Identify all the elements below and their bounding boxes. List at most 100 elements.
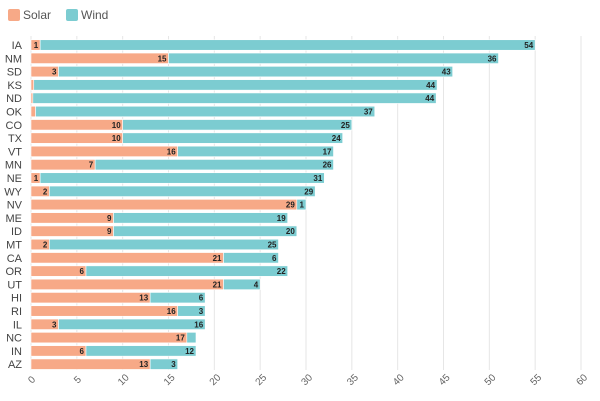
bar-solar-nm <box>30 52 169 64</box>
category-label: OK <box>6 107 23 119</box>
data-label-wind-or: 22 <box>277 267 286 276</box>
bar-wind-nc <box>186 332 197 344</box>
bar-solar-co <box>30 119 123 131</box>
x-tick-label: 15 <box>162 372 178 388</box>
data-label-solar-mn: 7 <box>89 161 94 170</box>
bar-wind-ca <box>223 252 279 264</box>
data-label-wind-id: 20 <box>286 227 295 236</box>
bar-solar-tx <box>30 132 123 144</box>
bar-solar-or <box>30 265 87 277</box>
data-label-wind-sd: 43 <box>442 68 451 77</box>
category-label: HI <box>11 293 22 305</box>
bar-solar-ca <box>30 252 224 264</box>
bar-wind-ut <box>223 278 261 290</box>
data-label-wind-ok: 37 <box>364 108 373 117</box>
bar-wind-ri <box>177 305 206 317</box>
data-label-wind-il: 16 <box>194 320 203 329</box>
bar-solar-ri <box>30 305 178 317</box>
category-label: MN <box>5 160 22 172</box>
x-tick-label: 60 <box>574 372 590 388</box>
data-label-solar-vt: 16 <box>167 147 176 156</box>
x-tick-label: 40 <box>391 372 407 388</box>
x-tick-label: 20 <box>208 372 224 388</box>
bar-wind-ok <box>35 105 376 118</box>
bar-wind-sd <box>58 66 453 78</box>
category-label: RI <box>11 306 22 318</box>
category-label: SD <box>7 67 22 79</box>
data-label-wind-hi: 6 <box>199 294 204 303</box>
bar-solar-nc <box>30 332 188 344</box>
bar-wind-vt <box>177 145 334 157</box>
category-label: WY <box>4 186 22 198</box>
data-label-wind-nm: 36 <box>488 54 497 63</box>
bar-wind-wy <box>49 185 316 197</box>
bar-wind-me <box>113 212 288 224</box>
bar-wind-or <box>85 265 288 277</box>
data-label-solar-ri: 16 <box>167 307 176 316</box>
x-tick-label: 0 <box>26 374 38 386</box>
data-label-solar-az: 13 <box>139 360 148 369</box>
category-label: TX <box>8 133 23 145</box>
data-label-wind-ne: 31 <box>313 174 322 183</box>
bar-wind-nm <box>168 52 499 64</box>
bar-solar-me <box>30 212 114 224</box>
bar-solar-nv <box>30 199 298 211</box>
category-label: ME <box>6 213 23 225</box>
category-label: ND <box>6 93 22 105</box>
data-label-wind-ri: 3 <box>199 307 204 316</box>
category-label: KS <box>7 80 22 92</box>
category-label: ID <box>11 226 22 238</box>
data-label-wind-ca: 6 <box>272 254 277 263</box>
legend-swatch-wind <box>66 9 78 21</box>
data-label-solar-or: 6 <box>80 267 85 276</box>
data-label-wind-ks: 44 <box>426 81 435 90</box>
data-label-solar-tx: 10 <box>112 134 121 143</box>
category-label: NM <box>5 53 22 65</box>
bar-solar-hi <box>30 292 151 304</box>
data-label-solar-nm: 15 <box>158 54 167 63</box>
bar-wind-ks <box>33 79 438 91</box>
category-label: AZ <box>8 359 22 371</box>
data-label-solar-in: 6 <box>80 347 85 356</box>
bar-solar-ok <box>30 105 36 118</box>
data-label-wind-ia: 54 <box>524 41 533 50</box>
data-label-wind-tx: 24 <box>332 134 341 143</box>
data-label-wind-me: 19 <box>277 214 286 223</box>
data-label-solar-il: 3 <box>52 320 57 329</box>
bar-wind-az <box>149 358 178 370</box>
bar-solar-vt <box>30 145 178 157</box>
x-tick-labels: 0 5 10 15 20 25 30 35 40 45 50 55 60 <box>26 372 590 388</box>
x-tick-label: 5 <box>72 374 84 386</box>
legend-label-solar: Solar <box>23 8 51 22</box>
category-label: NE <box>7 173 22 185</box>
data-label-wind-wy: 29 <box>304 187 313 196</box>
bar-wind-mt <box>49 238 279 251</box>
category-label: VT <box>8 146 22 158</box>
bar-wind-nd <box>32 92 437 104</box>
data-label-solar-nc: 17 <box>176 334 185 343</box>
data-label-wind-co: 25 <box>341 121 350 130</box>
x-tick-label: 45 <box>437 372 453 388</box>
x-tick-label: 25 <box>254 372 270 388</box>
data-label-solar-ia: 1 <box>34 41 39 50</box>
x-tick-label: 50 <box>483 372 499 388</box>
legend: Solar Wind <box>8 8 108 22</box>
data-label-wind-vt: 17 <box>323 147 332 156</box>
bar-wind-il <box>58 318 206 330</box>
category-label: OR <box>6 266 23 278</box>
category-label: MT <box>6 240 22 252</box>
data-label-solar-hi: 13 <box>139 294 148 303</box>
bar-solar-in <box>30 345 87 357</box>
data-label-solar-wy: 2 <box>43 187 48 196</box>
category-label: IA <box>12 40 23 52</box>
data-label-wind-mt: 25 <box>268 241 277 250</box>
category-label: NV <box>7 200 23 212</box>
bar-solar-ut <box>30 278 224 290</box>
category-label: CA <box>7 253 23 265</box>
data-label-wind-ut: 4 <box>254 280 259 289</box>
data-label-solar-mt: 2 <box>43 241 48 250</box>
data-label-solar-ut: 21 <box>213 280 222 289</box>
data-label-wind-nv: 1 <box>300 201 305 210</box>
